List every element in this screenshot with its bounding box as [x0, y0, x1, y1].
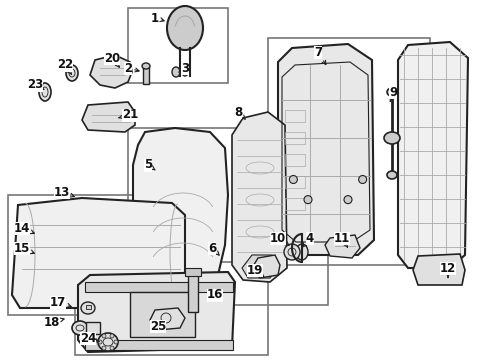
Text: 1: 1 — [151, 12, 164, 24]
Text: 22: 22 — [57, 58, 73, 74]
Ellipse shape — [358, 175, 366, 184]
Text: 17: 17 — [50, 296, 71, 309]
Bar — [86, 305, 91, 309]
Bar — [285, 154, 305, 166]
Ellipse shape — [304, 195, 311, 204]
Bar — [285, 198, 305, 210]
Text: 4: 4 — [302, 231, 313, 247]
Ellipse shape — [39, 83, 51, 101]
Polygon shape — [90, 55, 132, 88]
Bar — [142, 66, 149, 84]
Bar — [128, 128, 327, 305]
Bar — [187, 270, 198, 312]
Text: 12: 12 — [439, 261, 455, 278]
Ellipse shape — [295, 244, 307, 260]
Text: 23: 23 — [27, 78, 44, 91]
Polygon shape — [397, 42, 467, 268]
Bar — [267, 38, 429, 265]
Bar — [285, 132, 305, 144]
Text: 3: 3 — [178, 62, 189, 75]
Text: 10: 10 — [269, 231, 288, 246]
Text: 25: 25 — [149, 320, 166, 333]
Polygon shape — [325, 235, 359, 258]
Polygon shape — [12, 198, 184, 308]
Text: 24: 24 — [80, 332, 99, 345]
Text: 7: 7 — [313, 45, 325, 64]
Text: 5: 5 — [143, 158, 155, 171]
Text: 16: 16 — [206, 288, 223, 302]
Bar — [128, 8, 227, 83]
Bar — [86, 322, 100, 334]
Polygon shape — [251, 255, 280, 278]
Ellipse shape — [66, 65, 78, 81]
Bar — [285, 176, 305, 188]
Ellipse shape — [98, 333, 118, 351]
Ellipse shape — [110, 334, 114, 338]
Text: 19: 19 — [246, 264, 264, 277]
Ellipse shape — [343, 195, 351, 204]
Ellipse shape — [386, 171, 396, 179]
Ellipse shape — [167, 6, 203, 50]
Polygon shape — [412, 254, 464, 285]
Text: 8: 8 — [233, 105, 244, 119]
Ellipse shape — [142, 63, 150, 69]
Text: 9: 9 — [388, 85, 396, 101]
Text: 13: 13 — [54, 185, 74, 198]
Ellipse shape — [72, 321, 88, 335]
Polygon shape — [150, 308, 184, 330]
Ellipse shape — [102, 334, 106, 338]
Text: 20: 20 — [103, 51, 120, 67]
Ellipse shape — [81, 302, 95, 314]
Polygon shape — [133, 128, 227, 302]
Ellipse shape — [114, 340, 118, 344]
Polygon shape — [278, 44, 373, 255]
Text: 15: 15 — [14, 242, 34, 255]
Text: 6: 6 — [207, 242, 219, 255]
Ellipse shape — [182, 68, 187, 76]
Polygon shape — [78, 272, 235, 352]
Ellipse shape — [98, 340, 102, 344]
Ellipse shape — [284, 244, 299, 260]
Polygon shape — [242, 255, 278, 278]
Polygon shape — [82, 102, 135, 132]
Ellipse shape — [172, 67, 180, 77]
Bar — [8, 195, 187, 315]
Bar — [184, 268, 201, 276]
Bar — [130, 292, 195, 337]
Text: 2: 2 — [123, 62, 139, 75]
Text: 18: 18 — [44, 315, 64, 328]
Text: 21: 21 — [119, 108, 138, 122]
Bar — [85, 282, 232, 292]
Ellipse shape — [289, 175, 297, 184]
Text: 14: 14 — [14, 221, 34, 234]
Ellipse shape — [102, 346, 106, 350]
Bar — [285, 110, 305, 122]
Bar — [75, 262, 267, 355]
Text: 11: 11 — [333, 231, 349, 247]
Ellipse shape — [110, 346, 114, 350]
Ellipse shape — [386, 88, 396, 96]
Polygon shape — [231, 112, 286, 282]
Bar — [85, 340, 232, 350]
Ellipse shape — [383, 132, 399, 144]
